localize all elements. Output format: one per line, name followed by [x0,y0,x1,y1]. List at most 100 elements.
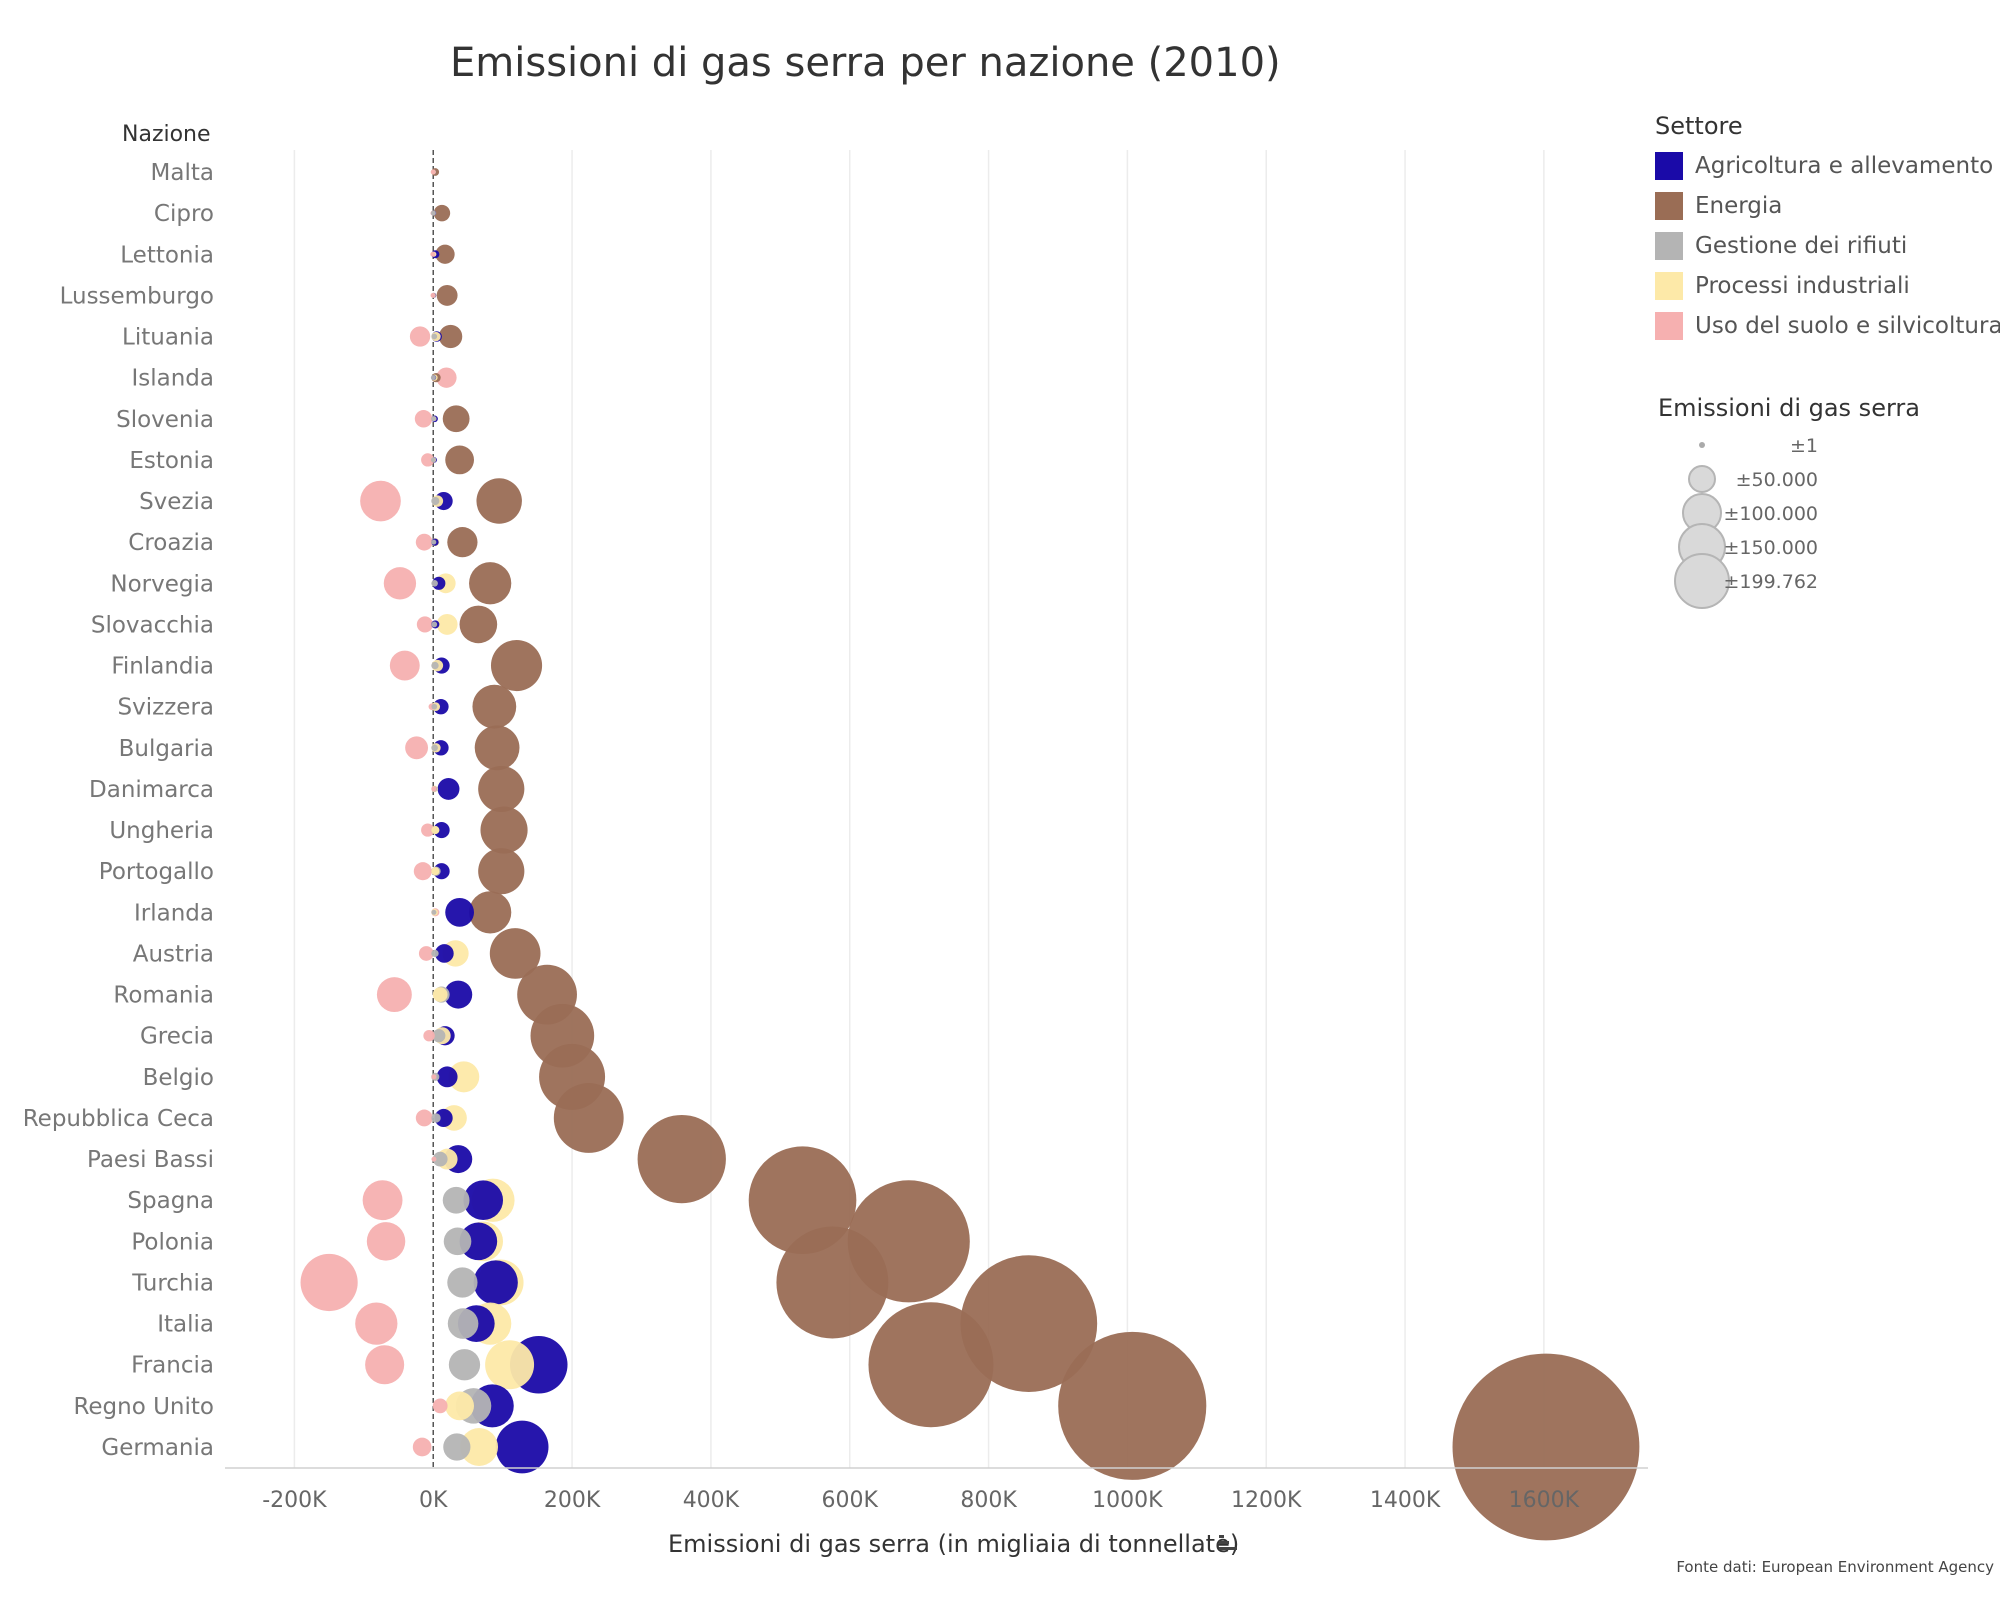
bubble-gestione-dei-rifiuti[interactable] [431,416,437,422]
bubble-uso-del-suolo-e-silvicoltura[interactable] [423,1029,435,1042]
bubble-processi-industriali[interactable] [431,867,440,876]
bubble-gestione-dei-rifiuti[interactable] [430,375,436,381]
bubble-agricoltura-e-allevamento[interactable] [445,897,475,927]
bubble-gestione-dei-rifiuti[interactable] [447,1308,479,1339]
bubble-gestione-dei-rifiuti[interactable] [443,1227,472,1256]
bubble-processi-industriali[interactable] [460,1428,499,1466]
bubble-uso-del-suolo-e-silvicoltura[interactable] [389,650,420,681]
bubble-energia[interactable] [748,1146,857,1255]
bubble-energia[interactable] [489,928,541,979]
bubble-uso-del-suolo-e-silvicoltura[interactable] [430,251,436,257]
legend-item[interactable]: Gestione dei rifiuti [1655,226,2000,266]
bubble-uso-del-suolo-e-silvicoltura[interactable] [430,292,436,298]
sort-icon[interactable] [1218,1533,1238,1553]
bubble-gestione-dei-rifiuti[interactable] [431,539,437,545]
bubble-processi-industriali[interactable] [431,826,440,835]
bubble-uso-del-suolo-e-silvicoltura[interactable] [430,169,436,175]
bubble-energia[interactable] [436,284,458,306]
bubble-gestione-dei-rifiuti[interactable] [431,744,438,752]
bubble-energia[interactable] [480,806,528,854]
bubble-gestione-dei-rifiuti[interactable] [448,1349,481,1381]
bubble-energia[interactable] [438,324,463,349]
bubble-processi-industriali[interactable] [436,613,458,635]
legend-item[interactable]: Uso del suolo e silvicoltura [1655,306,2000,346]
bubble-gestione-dei-rifiuti[interactable] [443,1433,471,1461]
bubble-energia[interactable] [1452,1353,1640,1541]
bubble-agricoltura-e-allevamento[interactable] [435,944,454,963]
bubble-energia[interactable] [442,405,470,433]
bubble-processi-industriali[interactable] [445,1391,475,1421]
bubble-gestione-dei-rifiuti[interactable] [430,457,436,463]
bubble-processi-industriali[interactable] [485,1340,535,1390]
bubble-energia[interactable] [469,562,512,605]
bubble-agricoltura-e-allevamento[interactable] [437,777,460,800]
bubble-uso-del-suolo-e-silvicoltura[interactable] [436,367,457,388]
bubble-processi-industriali[interactable] [432,987,448,1002]
bubble-energia[interactable] [868,1302,994,1428]
bubble-uso-del-suolo-e-silvicoltura[interactable] [415,533,433,551]
bubble-agricoltura-e-allevamento[interactable] [495,1420,549,1474]
bubble-energia[interactable] [1058,1331,1207,1480]
bubble-energia[interactable] [776,1226,889,1339]
bubble-gestione-dei-rifiuti[interactable] [430,210,436,216]
bubble-uso-del-suolo-e-silvicoltura[interactable] [415,1109,433,1127]
bubble-gestione-dei-rifiuti[interactable] [431,661,439,670]
bubble-agricoltura-e-allevamento[interactable] [459,1222,498,1261]
bubble-uso-del-suolo-e-silvicoltura[interactable] [362,1180,403,1221]
bubble-agricoltura-e-allevamento[interactable] [432,576,446,590]
bubble-gestione-dei-rifiuti[interactable] [431,579,438,587]
bubble-energia[interactable] [459,605,498,644]
bubble-agricoltura-e-allevamento[interactable] [444,980,473,1009]
bubble-energia[interactable] [478,848,525,895]
bubble-uso-del-suolo-e-silvicoltura[interactable] [418,946,434,961]
bubble-gestione-dei-rifiuti[interactable] [431,909,437,915]
bubble-uso-del-suolo-e-silvicoltura[interactable] [365,1345,405,1385]
bubble-uso-del-suolo-e-silvicoltura[interactable] [413,862,432,881]
bubble-energia[interactable] [637,1114,726,1204]
bubble-uso-del-suolo-e-silvicoltura[interactable] [421,823,435,837]
bubble-gestione-dei-rifiuti[interactable] [432,1029,446,1043]
bubble-gestione-dei-rifiuti[interactable] [431,333,438,340]
bubble-processi-industriali[interactable] [448,1061,480,1093]
bubble-gestione-dei-rifiuti[interactable] [432,1151,448,1167]
legend-item[interactable]: Energia [1655,186,2000,226]
legend-item[interactable]: Agricoltura e allevamento [1655,146,2000,186]
bubble-uso-del-suolo-e-silvicoltura[interactable] [421,453,435,467]
bubble-agricoltura-e-allevamento[interactable] [463,1180,504,1221]
bubble-agricoltura-e-allevamento[interactable] [433,821,450,839]
bubble-energia[interactable] [960,1255,1098,1392]
bubble-uso-del-suolo-e-silvicoltura[interactable] [360,480,401,522]
bubble-agricoltura-e-allevamento[interactable] [436,1066,458,1088]
bubble-energia[interactable] [478,765,525,813]
bubble-uso-del-suolo-e-silvicoltura[interactable] [412,1437,432,1457]
bubble-gestione-dei-rifiuti[interactable] [431,703,438,710]
bubble-gestione-dei-rifiuti[interactable] [431,949,439,958]
bubble-agricoltura-e-allevamento[interactable] [434,1108,453,1128]
bubble-energia[interactable] [476,478,522,524]
bubble-energia[interactable] [445,445,475,475]
bubble-energia[interactable] [469,891,512,934]
bubble-gestione-dei-rifiuti[interactable] [442,1186,470,1214]
bubble-energia[interactable] [490,639,543,692]
bubble-uso-del-suolo-e-silvicoltura[interactable] [414,410,433,428]
bubble-agricoltura-e-allevamento[interactable] [473,1260,518,1305]
bubble-energia[interactable] [447,527,478,558]
bubble-uso-del-suolo-e-silvicoltura[interactable] [409,326,431,347]
bubble-uso-del-suolo-e-silvicoltura[interactable] [431,1074,437,1080]
bubble-uso-del-suolo-e-silvicoltura[interactable] [300,1253,358,1312]
bubble-gestione-dei-rifiuti[interactable] [447,1267,478,1298]
bubble-uso-del-suolo-e-silvicoltura[interactable] [376,977,412,1013]
bubble-uso-del-suolo-e-silvicoltura[interactable] [383,567,417,600]
bubble-uso-del-suolo-e-silvicoltura[interactable] [431,786,437,792]
bubble-uso-del-suolo-e-silvicoltura[interactable] [366,1222,406,1261]
bubble-energia[interactable] [472,684,517,729]
bubble-uso-del-suolo-e-silvicoltura[interactable] [355,1302,398,1345]
bubble-gestione-dei-rifiuti[interactable] [431,496,440,506]
bubble-energia[interactable] [433,204,451,222]
bubble-energia[interactable] [517,964,577,1025]
bubble-uso-del-suolo-e-silvicoltura[interactable] [405,736,429,760]
bubble-energia[interactable] [435,244,455,264]
bubble-gestione-dei-rifiuti[interactable] [431,621,438,628]
bubble-uso-del-suolo-e-silvicoltura[interactable] [431,1156,437,1162]
bubble-gestione-dei-rifiuti[interactable] [431,1113,441,1123]
